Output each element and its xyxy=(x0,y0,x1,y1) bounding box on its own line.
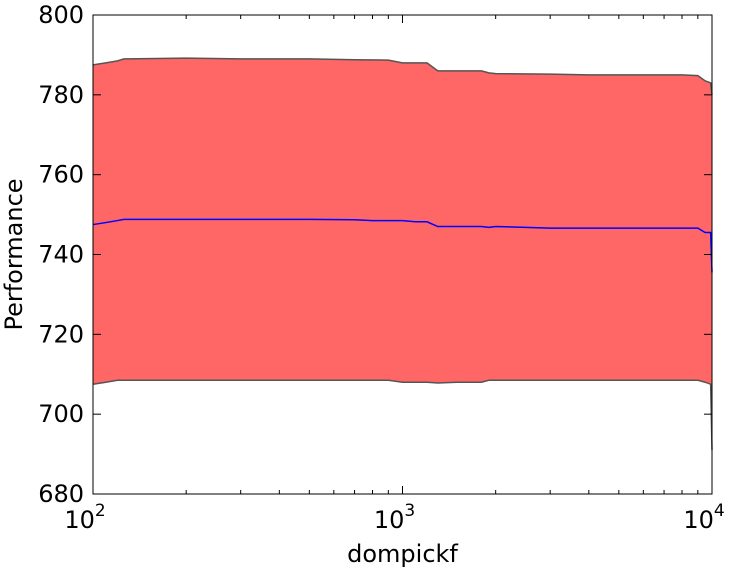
band-lower-edge xyxy=(92,379,713,451)
band-upper-edge xyxy=(92,57,713,95)
y-axis-label: Performance xyxy=(0,178,28,330)
y-tick-label: 780 xyxy=(38,81,84,109)
axis-ticks: 680 700 720 740 760 780 800 102 103 104 xyxy=(38,1,725,534)
y-tick-label: 740 xyxy=(38,241,84,269)
x-tick-label: 102 xyxy=(64,501,105,534)
y-tick-label: 700 xyxy=(38,400,84,428)
mean-line xyxy=(92,218,713,273)
x-tick-label: 104 xyxy=(683,501,724,534)
confidence-band xyxy=(93,58,712,451)
y-tick-label: 800 xyxy=(38,1,84,29)
plot-area xyxy=(92,57,713,451)
y-tick-label: 680 xyxy=(38,480,84,508)
y-tick-label: 760 xyxy=(38,161,84,189)
x-tick-label: 103 xyxy=(374,501,415,534)
x-axis-label: dompickf xyxy=(347,540,458,568)
y-tick-label: 720 xyxy=(38,320,84,348)
